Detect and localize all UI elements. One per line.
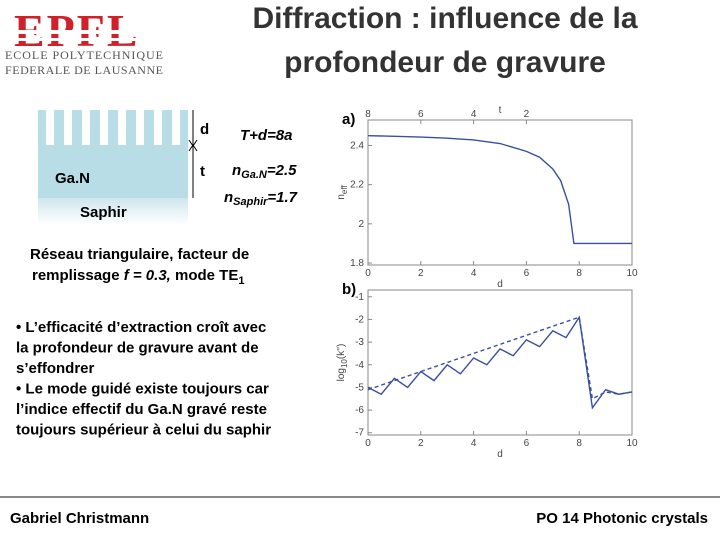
x-tick-label: 2	[418, 268, 424, 279]
x-tick-label: 6	[524, 268, 530, 279]
y-tick-label: -7	[355, 428, 364, 439]
x-label: d	[497, 449, 503, 460]
x-tick-label: 8	[576, 268, 582, 279]
y-tick-label: -6	[355, 405, 364, 416]
d-label: d	[200, 121, 209, 138]
y-label-part: eff	[340, 185, 349, 195]
x-tick-label: 6	[524, 438, 530, 449]
saphir-layer	[38, 198, 188, 225]
panel-label: b)	[342, 281, 356, 298]
caption: remplissage f = 0.3, mode TE1	[32, 267, 244, 287]
x2-label: t	[499, 105, 502, 116]
logo-stripe	[10, 38, 165, 41]
y-tick-label: -3	[355, 337, 364, 348]
gan-label: Ga.N	[55, 170, 90, 187]
x-tick-label: 2	[418, 438, 424, 449]
y-label: neff	[336, 185, 349, 200]
period-eq: T+d=8a	[240, 127, 293, 144]
y-tick-label: -5	[355, 382, 364, 393]
etched-holes	[46, 110, 180, 145]
t-label: t	[200, 163, 205, 180]
x2-tick-label: 2	[524, 109, 530, 120]
bullet-line: l’indice effectif du Ga.N gravé reste	[16, 401, 267, 418]
logo-stripe	[10, 30, 165, 34]
x2-tick-label: 4	[471, 109, 477, 120]
y-tick-label: 1.8	[350, 258, 364, 269]
x-tick-label: 10	[626, 438, 638, 449]
x-tick-label: 10	[626, 268, 638, 279]
x-tick-label: 0	[365, 268, 371, 279]
x-tick-label: 4	[471, 438, 477, 449]
y-tick-label: 2.2	[350, 180, 364, 191]
y-label-part: log	[336, 368, 347, 381]
bullet-line: s’effondrer	[16, 360, 95, 377]
footer-right: PO 14 Photonic crystals	[536, 510, 708, 527]
plot-frame	[367, 119, 633, 266]
y-label: log10(k'')	[336, 344, 349, 382]
panel-label: a)	[342, 111, 355, 128]
y-label-part: (k'')	[336, 344, 347, 359]
y-tick-label: 2	[358, 219, 364, 230]
y-label-part: 10	[340, 359, 349, 368]
y-tick-label: -4	[355, 360, 364, 371]
plot-frame	[367, 289, 633, 436]
gan-layer	[38, 110, 188, 198]
x-tick-label: 4	[471, 268, 477, 279]
n-saphir: nSaphir=1.7	[224, 189, 298, 208]
title: profondeur de gravure	[284, 46, 606, 79]
x-label: d	[497, 279, 503, 290]
caption: Réseau triangulaire, facteur de	[30, 246, 249, 263]
x-tick-label: 0	[365, 438, 371, 449]
x2-tick-label: 6	[418, 109, 424, 120]
title: Diffraction : influence de la	[252, 2, 637, 35]
dimension-arrows	[188, 139, 198, 152]
y-tick-label: -1	[355, 292, 364, 303]
data-line	[367, 315, 633, 410]
x-tick-label: 8	[576, 438, 582, 449]
plots: a) 0 2 4 6 8 10 d 8 6 4 2 t 1.8 2 2.2 2.4 neff b) 0 2 4 6 8 10 d -…	[336, 105, 638, 460]
y-label-part: n	[336, 194, 347, 200]
n-gan: nGa.N=2.5	[232, 162, 297, 181]
footer-left: Gabriel Christmann	[10, 510, 149, 527]
bullet-line: • Le mode guidé existe toujours car	[16, 381, 269, 398]
bullet-line: • L’efficacité d’extraction croît avec	[16, 319, 266, 336]
logo-text: FEDERALE DE LAUSANNE	[5, 63, 163, 77]
bullets: • L’efficacité d’extraction croît avec la…	[16, 319, 271, 439]
logo-text: ECOLE POLYTECHNIQUE	[5, 48, 163, 62]
x2-tick-label: 8	[365, 109, 371, 120]
bullet-line: toujours supérieur à celui du saphir	[16, 422, 271, 439]
y-tick-label: 2.4	[350, 140, 364, 151]
saphir-label: Saphir	[80, 204, 127, 221]
bullet-line: la profondeur de gravure avant de	[16, 340, 259, 357]
data-line	[367, 134, 632, 245]
y-tick-label: -2	[355, 314, 364, 325]
